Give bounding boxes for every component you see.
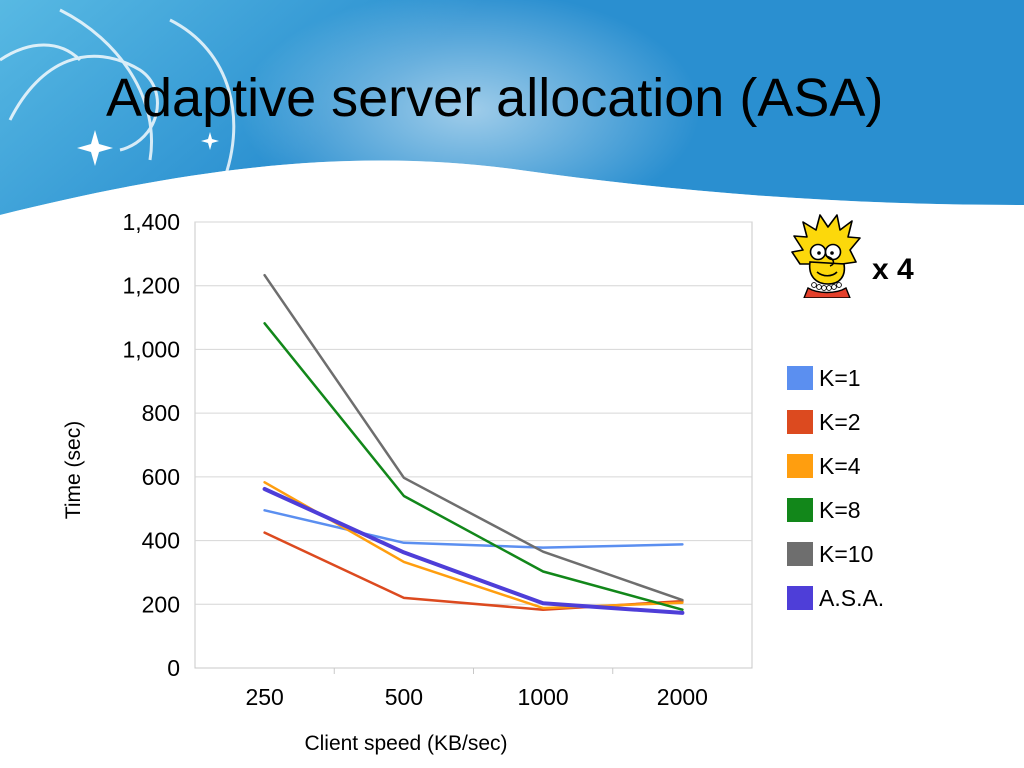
x-tick-label: 1000 (518, 684, 569, 710)
y-tick-label: 1,200 (122, 273, 180, 299)
x-tick-label: 500 (385, 684, 423, 710)
series-line-asa (262, 487, 685, 615)
series-lines (262, 273, 685, 615)
x-tick-label: 250 (245, 684, 283, 710)
legend-label-k2: K=2 (819, 409, 861, 435)
legend-label-k8: K=8 (819, 497, 861, 523)
legend-swatch-k1 (787, 366, 813, 390)
legend-label-k1: K=1 (819, 365, 861, 391)
series-line-k8 (263, 322, 684, 611)
series-line-k1 (263, 509, 684, 549)
legend-swatch-k4 (787, 454, 813, 478)
sparkle-decoration (77, 130, 219, 166)
multiplier-label: x 4 (872, 253, 914, 286)
banner-swirl-decoration (0, 8, 236, 191)
legend-swatch-k8 (787, 498, 813, 522)
title-banner (0, 0, 1024, 230)
y-axis-ticks: 0 200 400 600 800 1,000 1,200 1,400 (122, 209, 180, 681)
x-axis-ticks: 250 500 1000 2000 (245, 668, 708, 710)
plot-area (194, 221, 753, 669)
y-tick-label: 0 (167, 655, 180, 681)
y-tick-label: 600 (142, 464, 180, 490)
x-axis-title: Client speed (KB/sec) (304, 732, 507, 755)
slide-title: Adaptive server allocation (ASA) (106, 68, 884, 128)
series-line-k10 (263, 273, 684, 602)
x-tick-label: 2000 (657, 684, 708, 710)
legend-swatch-k10 (787, 542, 813, 566)
y-tick-label: 200 (142, 591, 180, 617)
y-tick-label: 1,400 (122, 209, 180, 235)
y-tick-label: 800 (142, 400, 180, 426)
y-axis-title: Time (sec) (62, 421, 85, 519)
legend-swatch-asa (787, 586, 813, 610)
y-tick-label: 1,000 (122, 336, 180, 362)
lisa-simpson-icon (791, 214, 861, 298)
y-tick-label: 400 (142, 528, 180, 554)
chart-legend: K=1 K=2 K=4 K=8 K=10 A.S.A. (787, 365, 884, 611)
legend-swatch-k2 (787, 410, 813, 434)
legend-label-asa: A.S.A. (819, 585, 884, 611)
legend-label-k4: K=4 (819, 453, 861, 479)
banner-lower-wave (0, 160, 1024, 228)
legend-label-k10: K=10 (819, 541, 873, 567)
